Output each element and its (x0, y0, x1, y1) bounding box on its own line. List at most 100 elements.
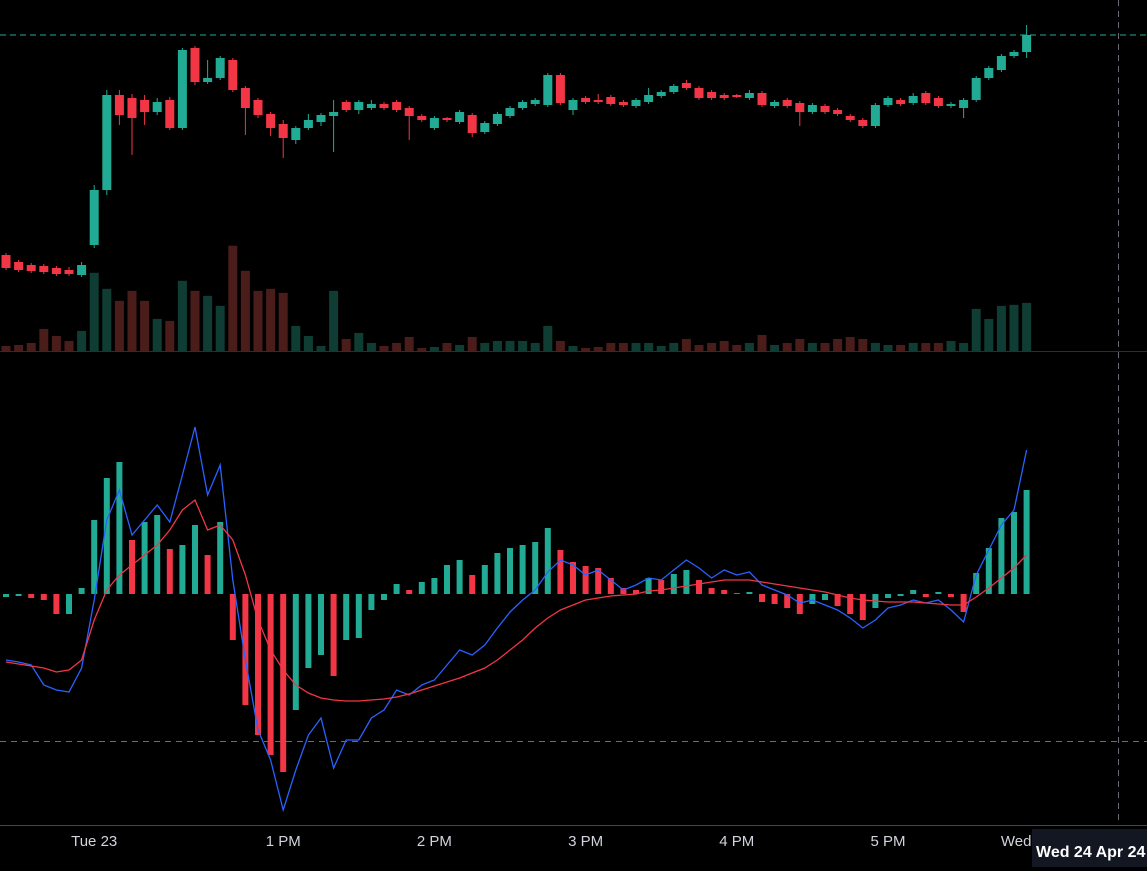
candle-body (366, 104, 376, 108)
volume-bar (316, 345, 326, 351)
candle-body (455, 112, 465, 122)
candle-body (908, 96, 918, 103)
candle-body (26, 265, 36, 271)
volume-bar (140, 300, 150, 351)
histogram-bar (494, 553, 501, 594)
histogram-bar (633, 590, 639, 594)
histogram-bar (91, 520, 98, 594)
histogram-bar (229, 594, 236, 640)
volume-bar (354, 332, 364, 351)
candle-body (215, 58, 225, 78)
volume-bar (921, 342, 931, 351)
histogram-bar (444, 565, 450, 594)
volume-bar (543, 325, 553, 351)
x-tick-label: 4 PM (719, 833, 754, 850)
candle-body (329, 112, 339, 116)
histogram-bar (179, 545, 186, 594)
candle-body (807, 105, 817, 112)
volume-bar (870, 342, 880, 351)
volume-bar (593, 346, 603, 351)
x-tick-label: 5 PM (870, 833, 905, 850)
volume-bar (127, 290, 137, 351)
volume-bar (89, 272, 99, 351)
candle-body (984, 68, 994, 78)
volume-bar (1, 345, 11, 351)
histogram-bar (759, 594, 765, 602)
volume-bar (455, 344, 465, 351)
candle-body (341, 102, 351, 110)
candle-body (770, 102, 780, 106)
volume-bar (480, 342, 490, 351)
candle-body (669, 86, 679, 92)
volume-bar (896, 344, 906, 351)
volume-bar (1009, 304, 1019, 351)
candle-body (732, 95, 742, 97)
volume-bar (39, 328, 49, 351)
candle-body (518, 102, 528, 108)
candle-body (744, 93, 754, 98)
histogram-bar (544, 528, 551, 594)
volume-bar (606, 342, 616, 351)
volume-bar (959, 342, 969, 351)
candle-body (303, 120, 313, 128)
histogram-bar (847, 594, 854, 614)
crosshair-label-box (1032, 829, 1147, 867)
plot-layer: Tue 23 1 PM 2 PM 3 PM 4 PM 5 PM Wed 24 (0, 25, 1147, 850)
candle-body (883, 98, 893, 105)
histogram-bar (507, 548, 513, 594)
volume-bar (417, 347, 427, 351)
histogram-bar (519, 545, 526, 594)
volume-bar (190, 290, 200, 351)
volume-bar (568, 345, 578, 351)
histogram-bar (1011, 512, 1017, 594)
candle-body (14, 262, 24, 270)
candle-body (316, 115, 326, 122)
histogram-bar (620, 588, 627, 594)
volume-bar (518, 340, 528, 351)
volume-bar (883, 344, 893, 351)
candle-body (707, 92, 717, 98)
histogram-bar (368, 594, 375, 610)
volume-bar (278, 292, 288, 351)
candle-body (971, 78, 981, 100)
candle-body (417, 116, 427, 120)
histogram-bar (557, 550, 564, 594)
candle-body (253, 100, 263, 115)
histogram-bar (1023, 490, 1030, 594)
volume-bar (291, 325, 301, 351)
candle-body (618, 102, 628, 105)
histogram-bar (15, 594, 22, 596)
volume-bar (719, 340, 729, 351)
volume-bar (770, 344, 780, 351)
histogram-bar (582, 566, 589, 594)
candle-body (64, 270, 74, 274)
candle-body (190, 48, 200, 82)
candle-body (177, 50, 187, 128)
histogram-bar (40, 594, 47, 600)
volume-bar (64, 340, 74, 351)
candle-body (203, 78, 213, 82)
candle-body (833, 110, 843, 114)
volume-bar (215, 305, 225, 351)
candle-body (127, 98, 137, 118)
histogram-bar (141, 522, 148, 594)
candle-body (492, 114, 502, 124)
candle-body (933, 98, 943, 106)
candle-body (291, 128, 301, 140)
histogram-bar (922, 594, 929, 597)
histogram-bar (733, 593, 740, 594)
histogram-bar (217, 522, 224, 594)
volume-bar (203, 295, 213, 351)
histogram-bar (393, 584, 400, 594)
volume-bar (845, 336, 855, 351)
crosshair-label: Wed 24 Apr 24 (1036, 844, 1145, 861)
volume-bar (152, 318, 162, 351)
histogram-bar (330, 594, 337, 676)
histogram-bar (166, 549, 173, 594)
candle-body (593, 100, 603, 102)
histogram-bar (343, 594, 350, 640)
volume-bar (392, 342, 402, 351)
volume-bar (303, 335, 313, 351)
candle-body (921, 93, 931, 103)
